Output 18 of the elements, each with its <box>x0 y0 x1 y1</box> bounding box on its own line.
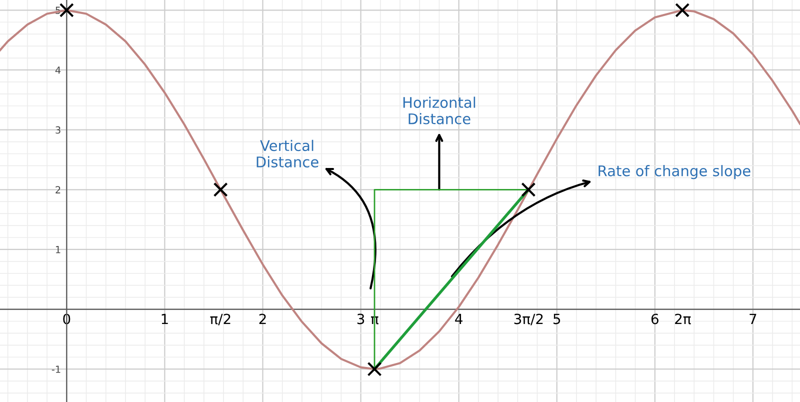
y-tick-label: -1 <box>52 366 60 373</box>
y-tick-label: 4 <box>55 66 61 74</box>
annotation: Horizontal Distance <box>403 96 476 124</box>
x-tick-label: 2π <box>675 314 691 324</box>
x-tick-label: 2 <box>259 314 266 324</box>
x-tick-label: 6 <box>651 314 658 324</box>
x-tick-label: 5 <box>554 314 560 324</box>
x-tick-label: 1 <box>162 314 168 324</box>
x-tick-label: π/2 <box>210 314 230 326</box>
y-tick-label: 1 <box>56 246 60 254</box>
x-tick-label: 4 <box>455 314 462 324</box>
annotation: Vertical Distance <box>256 140 318 168</box>
annotation: Rate of change slope <box>598 165 750 180</box>
x-tick-label: 3 <box>357 314 364 324</box>
x-tick-label: 7 <box>750 314 756 324</box>
y-tick-label: 2 <box>56 186 60 194</box>
y-tick-label: 3 <box>56 126 60 134</box>
x-tick-label: 3π/2 <box>514 314 543 326</box>
